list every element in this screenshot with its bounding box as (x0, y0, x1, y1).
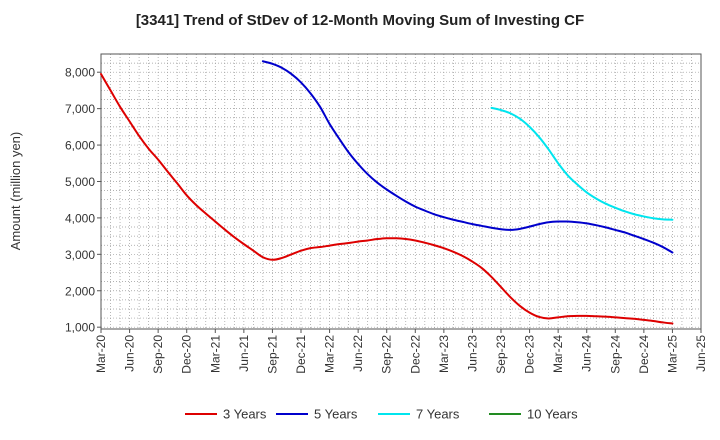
axis-layer: 1,000 2,000 3,000 4,000 5,000 6,000 7,000 8,000… (65, 53, 708, 374)
series-line-3-years (100, 73, 674, 325)
x-tick-label: Sep-23 (494, 335, 508, 374)
series-line-7-years (490, 106, 674, 221)
x-tick-label: Dec-20 (180, 335, 194, 374)
x-tick-label: Sep-24 (608, 335, 622, 374)
x-tick-label: Jun-20 (123, 335, 137, 372)
y-axis-label: Amount (million yen) (8, 132, 23, 251)
x-tick-label: Mar-21 (208, 335, 222, 373)
x-tick-label: Mar-25 (665, 335, 679, 373)
x-tick-label: Dec-23 (523, 335, 537, 374)
x-tick-label: Jun-25 (694, 335, 708, 372)
plot-area (101, 54, 701, 329)
plot-border (100, 53, 702, 330)
grid-layer (100, 53, 702, 329)
legend-label-5-years: 5 Years (314, 407, 358, 422)
x-tick-label: Mar-24 (551, 335, 565, 373)
x-tick-label: Dec-24 (637, 335, 651, 374)
y-tick-label: 7,000 (65, 102, 95, 116)
legend-label-10-years: 10 Years (527, 407, 578, 422)
x-tick-label: Sep-20 (151, 335, 165, 374)
y-tick-label: 3,000 (65, 248, 95, 262)
y-tick-label: 6,000 (65, 139, 95, 153)
legend-layer: 3 Years 5 Years 7 Years 10 Years (185, 407, 578, 422)
x-tick-label: Dec-21 (294, 335, 308, 374)
x-tick-label: Mar-20 (94, 335, 108, 373)
y-tick-label: 5,000 (65, 175, 95, 189)
chart-title: [3341] Trend of StDev of 12-Month Moving… (135, 12, 585, 29)
x-tick-label: Sep-21 (265, 335, 279, 374)
x-tick-label: Dec-22 (408, 335, 422, 374)
legend-label-3-years: 3 Years (223, 407, 267, 422)
x-tick-label: Sep-22 (380, 335, 394, 374)
y-tick-label: 8,000 (65, 66, 95, 80)
y-tick-label: 2,000 (65, 284, 95, 298)
x-tick-label: Jun-22 (351, 335, 365, 372)
x-tick-label: Mar-23 (437, 335, 451, 373)
legend-label-7-years: 7 Years (416, 407, 460, 422)
y-tick-label: 4,000 (65, 211, 95, 225)
x-tick-label: Jun-21 (237, 335, 251, 372)
series-layer (100, 60, 674, 325)
x-tick-label: Jun-24 (580, 335, 594, 372)
x-tick-label: Jun-23 (465, 335, 479, 372)
series-line-5-years (261, 60, 674, 254)
x-tick-label: Mar-22 (323, 335, 337, 373)
y-tick-label: 1,000 (65, 321, 95, 335)
